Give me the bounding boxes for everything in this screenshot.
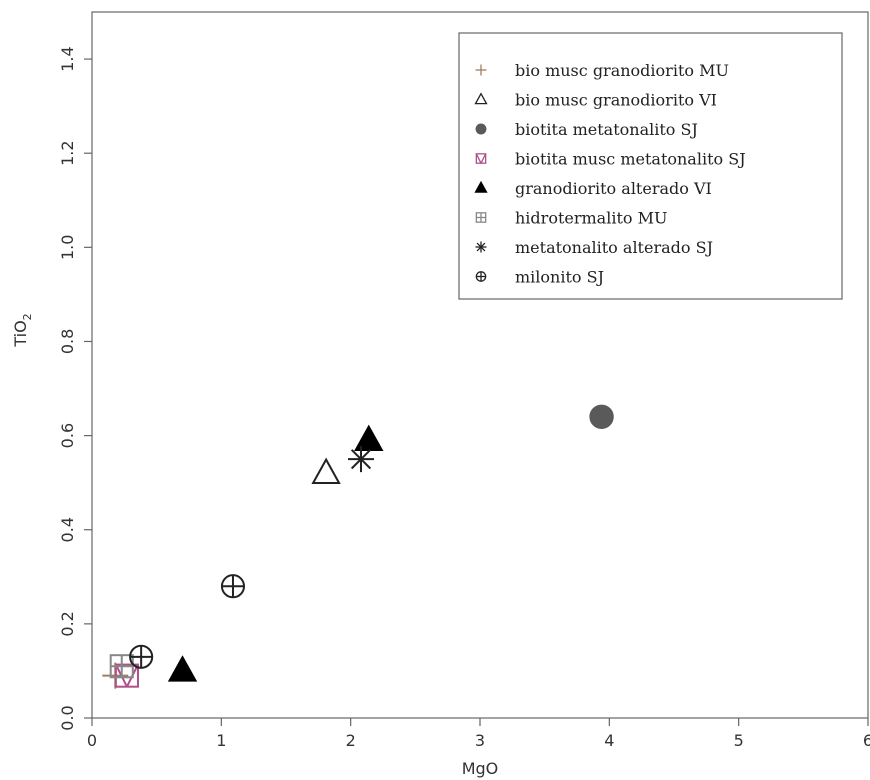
data-point (129, 644, 154, 669)
axis-ticks: 0 1 2 3 4 5 6 0.0 0.2 0.4 0.6 0.8 1.0 1.2 1.4 (58, 46, 870, 750)
data-point (220, 574, 246, 599)
y-tick-label: 0.4 (58, 517, 77, 542)
legend-marker (475, 123, 487, 135)
legend-label: granodiorito alterado VI (515, 179, 712, 198)
legend-label: milonito SJ (515, 268, 604, 287)
legend-label: metatonalito alterado SJ (515, 238, 713, 257)
legend-label: biotita musc metatonalito SJ (515, 150, 746, 169)
data-point (348, 446, 375, 473)
x-tick-label: 1 (216, 731, 226, 750)
y-tick-label: 0.8 (58, 329, 77, 354)
y-tick-label: 1.0 (58, 235, 77, 260)
x-tick-label: 6 (863, 731, 870, 750)
y-tick-label: 1.4 (58, 46, 77, 71)
data-point (109, 654, 134, 679)
data-point (167, 655, 198, 682)
legend-marker (475, 241, 487, 253)
legend-marker (474, 180, 488, 193)
x-axis-label: MgO (462, 759, 499, 778)
legend-marker (475, 212, 487, 223)
legend-marker (475, 153, 487, 164)
legend-label: biotita metatonalito SJ (515, 120, 698, 139)
x-tick-label: 5 (734, 731, 744, 750)
legend-marker (475, 64, 487, 76)
legend-marker (475, 271, 487, 282)
x-tick-label: 4 (604, 731, 614, 750)
y-tick-label: 0.6 (58, 423, 77, 448)
y-tick-label: 1.2 (58, 140, 77, 165)
data-point (354, 424, 384, 452)
legend-label: hidrotermalito MU (515, 209, 667, 228)
y-tick-label: 0.0 (58, 705, 77, 730)
x-tick-label: 2 (346, 731, 356, 750)
x-tick-label: 3 (475, 731, 485, 750)
legend: bio musc granodiorito MU bio musc granodi… (458, 32, 843, 300)
legend-entries: bio musc granodiorito MU bio musc granodi… (474, 61, 746, 287)
data-points (102, 404, 614, 689)
legend-label: bio musc granodiorito MU (515, 61, 729, 80)
legend-label: bio musc granodiorito VI (515, 91, 717, 110)
x-tick-label: 0 (87, 731, 97, 750)
legend-box (458, 32, 843, 300)
data-point (311, 457, 341, 485)
y-axis-label: TiO2 (11, 313, 34, 347)
legend-marker (474, 92, 488, 105)
y-tick-label: 0.2 (58, 611, 77, 636)
data-point (589, 404, 614, 429)
